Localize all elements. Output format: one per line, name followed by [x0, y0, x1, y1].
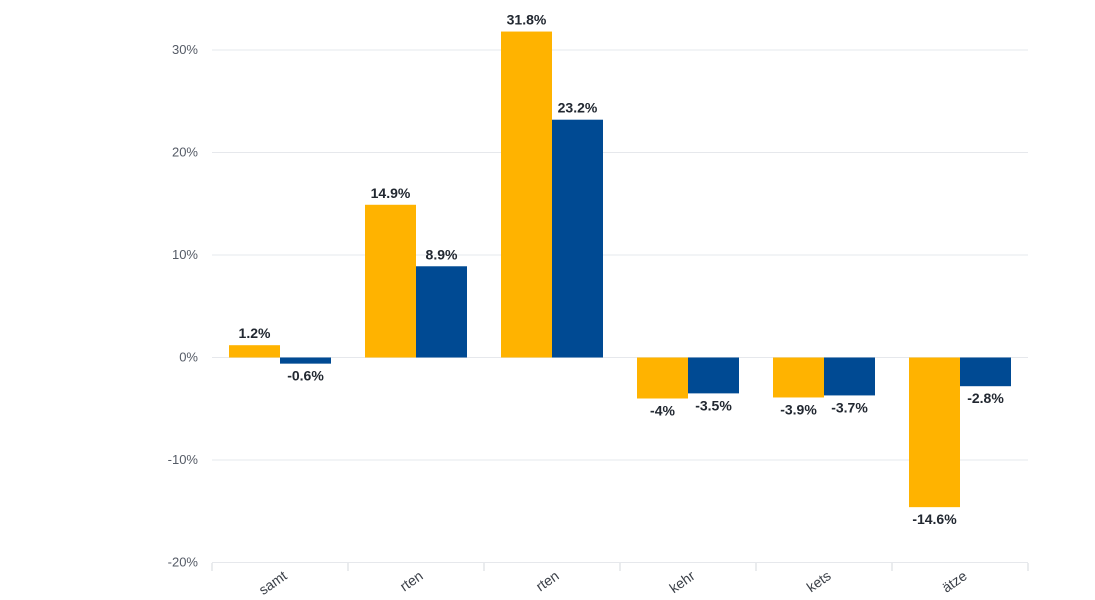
- bar-series-2: [416, 266, 467, 358]
- x-tick-label: rten: [397, 567, 426, 594]
- bar-series-1: [229, 345, 280, 358]
- y-tick-label: 10%: [172, 247, 198, 262]
- data-label: 1.2%: [239, 325, 271, 341]
- x-tick-label: kehr: [666, 567, 698, 596]
- bar-series-2: [960, 357, 1011, 387]
- data-label: -14.6%: [912, 511, 957, 527]
- data-label: 14.9%: [371, 185, 411, 201]
- bar-series-1: [773, 357, 824, 398]
- y-tick-label: 20%: [172, 145, 198, 160]
- y-axis-tick-labels: 30% 20% 10% 0% -10% -20%: [168, 42, 199, 570]
- gridlines: [211, 49, 1029, 571]
- x-tick-label: ätze: [939, 567, 970, 595]
- bar-series-2: [824, 357, 875, 396]
- data-label: 8.9%: [426, 246, 458, 262]
- bar-series-2: [552, 119, 603, 358]
- data-label: -2.8%: [967, 390, 1004, 406]
- x-tick-label: kets: [804, 567, 834, 595]
- data-label: 23.2%: [558, 100, 598, 116]
- x-tick-label: samt: [256, 567, 290, 598]
- data-label: -3.9%: [780, 401, 817, 417]
- y-tick-label: 30%: [172, 42, 198, 57]
- bar-series-1: [365, 204, 416, 358]
- data-label: -3.7%: [831, 399, 868, 415]
- x-tick-label: rten: [533, 567, 562, 594]
- bar-series-1: [501, 31, 552, 358]
- y-tick-label: 0%: [179, 350, 198, 365]
- bar-series-2: [688, 357, 739, 394]
- data-labels: 1.2% -0.6% 14.9% 8.9% 31.8% 23.2% -4% -3.5% -3.9…: [239, 12, 1005, 528]
- bar-series-2: [280, 357, 331, 364]
- y-tick-label: -10%: [168, 452, 199, 467]
- bar-series-1: [637, 357, 688, 399]
- data-label: -4%: [650, 403, 675, 419]
- data-label: -0.6%: [287, 368, 324, 384]
- bar-series-1: [909, 357, 960, 508]
- data-label: 31.8%: [507, 12, 547, 28]
- x-axis-tick-labels: samt rten rten kehr kets ätze: [256, 567, 970, 598]
- bars: [229, 31, 1011, 508]
- y-tick-label: -20%: [168, 555, 199, 570]
- data-label: -3.5%: [695, 397, 732, 413]
